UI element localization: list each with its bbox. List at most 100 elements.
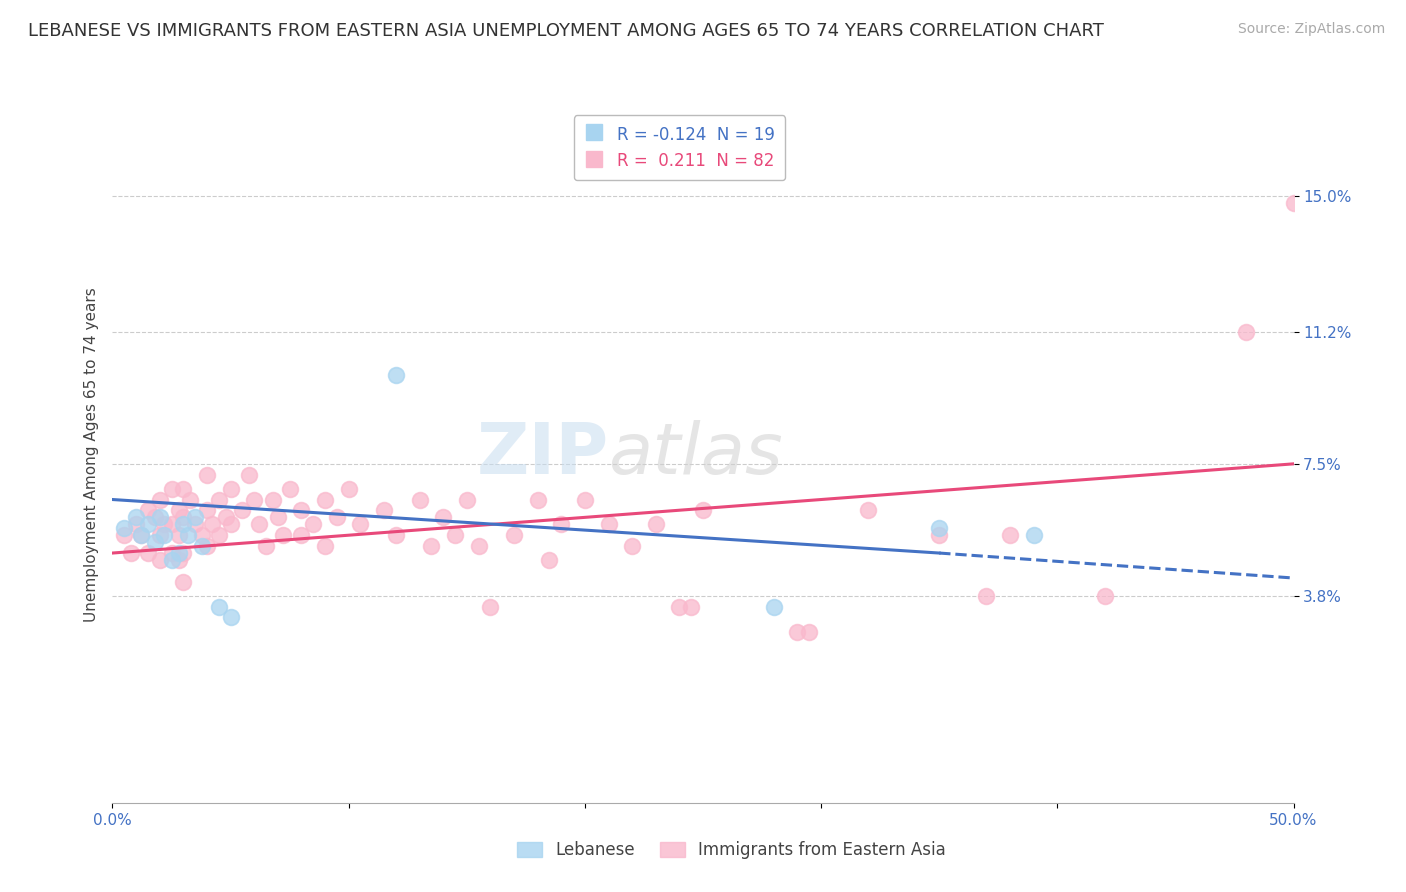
Point bbox=[1094, 589, 1116, 603]
Point bbox=[219, 482, 242, 496]
Point bbox=[167, 553, 190, 567]
Point bbox=[467, 539, 489, 553]
Point bbox=[326, 510, 349, 524]
Point bbox=[681, 599, 703, 614]
Point bbox=[271, 528, 294, 542]
Point bbox=[215, 510, 238, 524]
Point bbox=[799, 624, 821, 639]
Point bbox=[262, 492, 284, 507]
Point bbox=[858, 503, 880, 517]
Point bbox=[243, 492, 266, 507]
Point bbox=[550, 517, 572, 532]
Point bbox=[179, 492, 201, 507]
Point bbox=[976, 589, 998, 603]
Point bbox=[219, 517, 242, 532]
Point bbox=[172, 517, 194, 532]
Point bbox=[1022, 528, 1045, 542]
Point bbox=[526, 492, 548, 507]
Point bbox=[444, 528, 467, 542]
Point bbox=[574, 492, 596, 507]
Point bbox=[191, 528, 214, 542]
Point bbox=[195, 467, 218, 482]
Point bbox=[160, 546, 183, 560]
Point bbox=[928, 528, 950, 542]
Point bbox=[538, 553, 561, 567]
Point bbox=[208, 528, 231, 542]
Point bbox=[184, 517, 207, 532]
Point bbox=[172, 546, 194, 560]
Point bbox=[928, 521, 950, 535]
Point bbox=[143, 535, 166, 549]
Point bbox=[172, 574, 194, 589]
Point bbox=[314, 539, 336, 553]
Point bbox=[598, 517, 620, 532]
Point bbox=[278, 482, 301, 496]
Point bbox=[160, 553, 183, 567]
Point bbox=[456, 492, 478, 507]
Point bbox=[1234, 325, 1257, 339]
Point bbox=[136, 503, 159, 517]
Point bbox=[153, 517, 176, 532]
Point bbox=[112, 521, 135, 535]
Point bbox=[129, 528, 152, 542]
Point bbox=[125, 510, 148, 524]
Legend: R = -0.124  N = 19, R =  0.211  N = 82: R = -0.124 N = 19, R = 0.211 N = 82 bbox=[574, 115, 785, 180]
Point bbox=[349, 517, 371, 532]
Point bbox=[668, 599, 690, 614]
Point bbox=[112, 528, 135, 542]
Point bbox=[762, 599, 785, 614]
Point bbox=[191, 539, 214, 553]
Text: Source: ZipAtlas.com: Source: ZipAtlas.com bbox=[1237, 22, 1385, 37]
Point bbox=[149, 510, 172, 524]
Point bbox=[786, 624, 808, 639]
Point bbox=[177, 528, 200, 542]
Point bbox=[290, 503, 312, 517]
Point bbox=[136, 546, 159, 560]
Point bbox=[420, 539, 443, 553]
Point bbox=[267, 510, 290, 524]
Point bbox=[120, 546, 142, 560]
Point bbox=[1282, 196, 1305, 211]
Point bbox=[208, 599, 231, 614]
Point bbox=[692, 503, 714, 517]
Point bbox=[172, 482, 194, 496]
Point bbox=[167, 546, 190, 560]
Text: ZIP: ZIP bbox=[477, 420, 609, 490]
Point bbox=[125, 517, 148, 532]
Point bbox=[247, 517, 270, 532]
Point bbox=[208, 492, 231, 507]
Point bbox=[184, 510, 207, 524]
Point bbox=[201, 517, 224, 532]
Point bbox=[238, 467, 260, 482]
Point bbox=[167, 528, 190, 542]
Point bbox=[149, 528, 172, 542]
Point bbox=[621, 539, 644, 553]
Point bbox=[195, 503, 218, 517]
Point bbox=[160, 482, 183, 496]
Point bbox=[479, 599, 502, 614]
Point bbox=[149, 553, 172, 567]
Point bbox=[373, 503, 395, 517]
Point bbox=[149, 492, 172, 507]
Point bbox=[998, 528, 1021, 542]
Point bbox=[644, 517, 666, 532]
Point bbox=[153, 528, 176, 542]
Text: LEBANESE VS IMMIGRANTS FROM EASTERN ASIA UNEMPLOYMENT AMONG AGES 65 TO 74 YEARS : LEBANESE VS IMMIGRANTS FROM EASTERN ASIA… bbox=[28, 22, 1104, 40]
Point bbox=[143, 510, 166, 524]
Point bbox=[290, 528, 312, 542]
Point bbox=[337, 482, 360, 496]
Legend: Lebanese, Immigrants from Eastern Asia: Lebanese, Immigrants from Eastern Asia bbox=[510, 835, 952, 866]
Point bbox=[160, 517, 183, 532]
Y-axis label: Unemployment Among Ages 65 to 74 years: Unemployment Among Ages 65 to 74 years bbox=[83, 287, 98, 623]
Point bbox=[408, 492, 430, 507]
Point bbox=[385, 368, 408, 382]
Point bbox=[314, 492, 336, 507]
Point bbox=[385, 528, 408, 542]
Point bbox=[195, 539, 218, 553]
Point bbox=[167, 503, 190, 517]
Text: atlas: atlas bbox=[609, 420, 783, 490]
Point bbox=[219, 610, 242, 624]
Point bbox=[172, 510, 194, 524]
Point bbox=[129, 528, 152, 542]
Point bbox=[432, 510, 454, 524]
